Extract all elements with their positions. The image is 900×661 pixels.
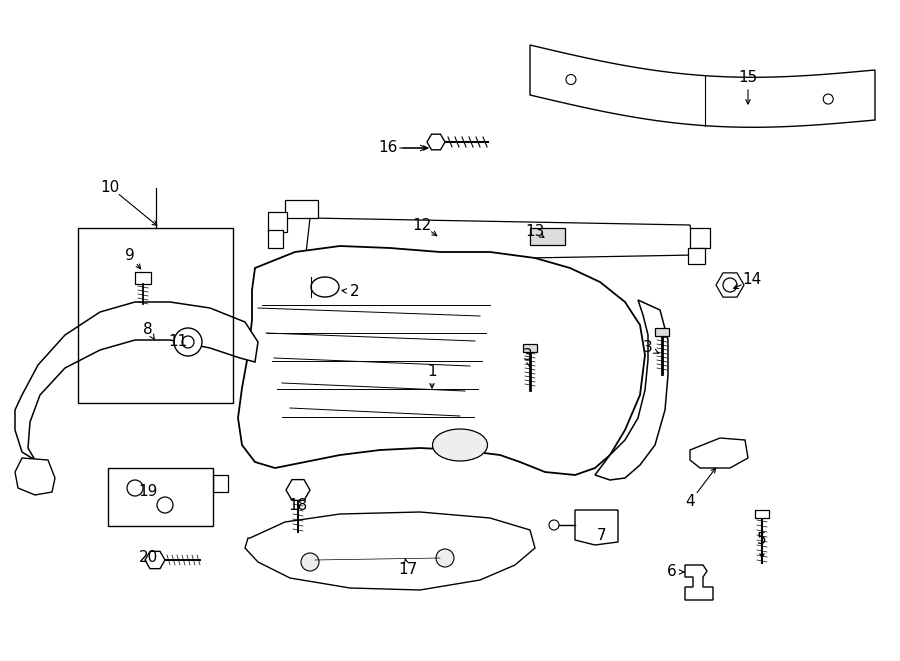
- Circle shape: [824, 94, 833, 104]
- Polygon shape: [690, 438, 748, 468]
- Circle shape: [566, 75, 576, 85]
- Polygon shape: [213, 475, 228, 492]
- Text: 8: 8: [143, 323, 153, 338]
- Bar: [523, 344, 537, 352]
- Polygon shape: [688, 248, 705, 264]
- Polygon shape: [595, 300, 668, 480]
- Text: 17: 17: [399, 563, 418, 578]
- Bar: [108, 468, 213, 526]
- Text: 3: 3: [523, 348, 533, 362]
- Text: 18: 18: [288, 498, 308, 512]
- Text: 9: 9: [125, 247, 135, 262]
- Circle shape: [157, 497, 173, 513]
- Circle shape: [182, 336, 194, 348]
- Text: 10: 10: [101, 180, 120, 194]
- Text: 16: 16: [378, 141, 398, 155]
- Polygon shape: [15, 458, 55, 495]
- Polygon shape: [690, 228, 710, 248]
- Text: 3: 3: [644, 340, 652, 356]
- Polygon shape: [238, 246, 645, 475]
- Polygon shape: [685, 565, 713, 600]
- Ellipse shape: [433, 429, 488, 461]
- Text: 5: 5: [757, 533, 767, 547]
- Polygon shape: [268, 212, 287, 232]
- Text: 4: 4: [685, 494, 695, 510]
- Bar: [135, 272, 151, 284]
- Text: 6: 6: [667, 564, 677, 580]
- Polygon shape: [268, 230, 283, 248]
- Polygon shape: [530, 45, 875, 128]
- Text: 15: 15: [738, 71, 758, 85]
- Polygon shape: [245, 512, 535, 590]
- Text: 19: 19: [139, 485, 158, 500]
- Polygon shape: [285, 200, 318, 218]
- Polygon shape: [716, 273, 744, 297]
- Bar: [78, 228, 233, 403]
- Circle shape: [723, 278, 737, 292]
- Text: 11: 11: [168, 334, 187, 350]
- Text: 20: 20: [139, 551, 158, 566]
- Polygon shape: [15, 302, 258, 460]
- Circle shape: [301, 553, 319, 571]
- Text: 13: 13: [526, 225, 544, 239]
- Bar: [655, 328, 669, 336]
- Bar: [755, 510, 769, 518]
- Circle shape: [127, 480, 143, 496]
- Ellipse shape: [311, 277, 339, 297]
- Polygon shape: [575, 510, 618, 545]
- Circle shape: [436, 549, 454, 567]
- Polygon shape: [530, 228, 565, 245]
- Text: 2: 2: [350, 284, 360, 299]
- Text: 12: 12: [412, 217, 432, 233]
- Text: 1: 1: [428, 364, 436, 379]
- Text: 14: 14: [742, 272, 761, 288]
- Polygon shape: [305, 218, 695, 262]
- Text: 7: 7: [598, 527, 607, 543]
- Circle shape: [174, 328, 202, 356]
- Circle shape: [549, 520, 559, 530]
